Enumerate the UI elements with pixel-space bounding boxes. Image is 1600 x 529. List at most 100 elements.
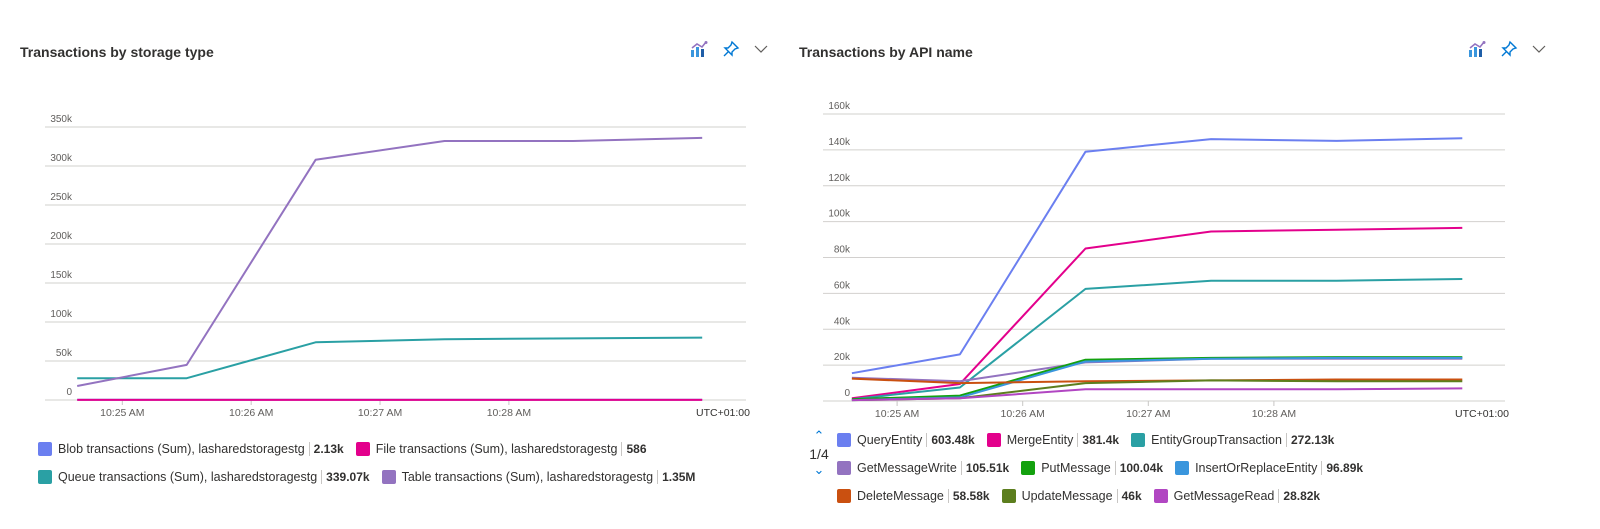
- y-tick-label: 300k: [50, 153, 73, 164]
- legend-label: QueryEntity: [857, 433, 923, 447]
- y-tick-label: 0: [844, 388, 850, 399]
- y-tick-label: 40k: [834, 316, 851, 327]
- legend-swatch: [38, 470, 52, 484]
- pin-icon[interactable]: [1500, 40, 1518, 58]
- legend-swatch: [381, 470, 396, 484]
- y-tick-label: 20k: [834, 352, 851, 363]
- series-line-mergeentity: [851, 226, 1463, 400]
- timezone-label: UTC+01:00: [696, 407, 750, 419]
- legend-pager: ⌃ 1/4 ⌄: [807, 428, 831, 480]
- legend-row: Blob transactions (Sum), lasharedstorage…: [38, 435, 707, 463]
- chart-legend: Blob transactions (Sum), lasharedstorage…: [38, 435, 707, 491]
- series-line-queue-transactions-sum-lasharedstoragestg: [77, 336, 703, 380]
- x-tick-label: 10:27 AM: [358, 407, 402, 419]
- legend-row: QueryEntity 603.48k MergeEntity 381.4k Entit…: [837, 426, 1375, 454]
- legend-swatch: [38, 442, 52, 456]
- legend-row: Queue transactions (Sum), lasharedstorag…: [38, 463, 707, 491]
- legend-page-up-button[interactable]: ⌃: [813, 428, 825, 443]
- legend-item[interactable]: InsertOrReplaceEntity 96.89k: [1175, 461, 1363, 475]
- legend-label: GetMessageRead: [1173, 489, 1275, 503]
- legend-value: 28.82k: [1278, 489, 1320, 503]
- series-line-entitygrouptransaction: [851, 278, 1463, 401]
- legend-item[interactable]: PutMessage 100.04k: [1021, 461, 1163, 475]
- y-tick-label: 140k: [828, 137, 851, 148]
- x-tick-label: 10:26 AM: [229, 407, 273, 419]
- chevron-down-icon[interactable]: [754, 44, 768, 54]
- x-tick-label: 10:28 AM: [487, 407, 531, 419]
- panel-title: Transactions by storage type: [20, 44, 214, 60]
- panel-toolbar: [1468, 40, 1546, 58]
- legend-label: DeleteMessage: [857, 489, 944, 503]
- legend-item[interactable]: GetMessageRead 28.82k: [1153, 489, 1320, 503]
- legend-item[interactable]: Table transactions (Sum), lasharedstorag…: [381, 470, 695, 484]
- legend-swatch: [1175, 461, 1190, 475]
- x-tick-label: 10:27 AM: [1126, 408, 1170, 420]
- legend-row: GetMessageWrite 105.51k PutMessage 100.04k I…: [837, 454, 1375, 482]
- legend-swatch: [1153, 489, 1168, 503]
- legend-item[interactable]: EntityGroupTransaction 272.13k: [1131, 433, 1334, 447]
- legend-label: Table transactions (Sum), lasharedstorag…: [401, 470, 654, 484]
- legend-page-down-button[interactable]: ⌄: [813, 462, 825, 477]
- legend-item[interactable]: Blob transactions (Sum), lasharedstorage…: [38, 442, 344, 456]
- y-tick-label: 50k: [56, 348, 73, 359]
- y-tick-label: 350k: [50, 114, 73, 125]
- x-tick-label: 10:26 AM: [1001, 408, 1045, 420]
- legend-item[interactable]: MergeEntity 381.4k: [986, 433, 1119, 447]
- api-name-panel: Transactions by API name QueryEntity 603.…: [780, 0, 1600, 529]
- y-tick-label: 60k: [834, 280, 851, 291]
- chart-legend: QueryEntity 603.48k MergeEntity 381.4k Entit…: [837, 426, 1375, 510]
- legend-label: MergeEntity: [1006, 433, 1074, 447]
- y-tick-label: 100k: [828, 209, 851, 220]
- metrics-chart-icon[interactable]: [1468, 41, 1486, 57]
- x-tick-label: 10:28 AM: [1252, 408, 1296, 420]
- storage-type-panel: Transactions by storage type Blob transa…: [0, 0, 780, 529]
- chevron-down-icon[interactable]: [1532, 44, 1546, 54]
- legend-item[interactable]: File transactions (Sum), lasharedstorage…: [355, 442, 647, 456]
- legend-swatch: [1001, 489, 1016, 503]
- legend-label: File transactions (Sum), lasharedstorage…: [375, 442, 618, 456]
- series-line-putmessage: [851, 356, 1463, 401]
- legend-label: Blob transactions (Sum), lasharedstorage…: [58, 442, 305, 456]
- panel-title: Transactions by API name: [799, 44, 973, 60]
- legend-item[interactable]: Queue transactions (Sum), lasharedstorag…: [38, 470, 370, 484]
- legend-swatch: [986, 433, 1001, 447]
- series-line-getmessagewrite: [851, 357, 1463, 383]
- series-line-queryentity: [851, 137, 1463, 375]
- x-tick-label: 10:25 AM: [100, 407, 144, 419]
- legend-item[interactable]: QueryEntity 603.48k: [837, 433, 975, 447]
- series-line-table-transactions-sum-lasharedstoragestg: [77, 136, 703, 387]
- legend-swatch: [355, 442, 370, 456]
- legend-value: 272.13k: [1285, 433, 1334, 447]
- y-tick-label: 200k: [50, 231, 73, 242]
- y-tick-label: 160k: [828, 101, 851, 112]
- legend-swatch: [837, 433, 851, 447]
- legend-value: 2.13k: [308, 442, 344, 456]
- pin-icon[interactable]: [722, 40, 740, 58]
- legend-value: 46k: [1116, 489, 1142, 503]
- legend-swatch: [837, 489, 851, 503]
- legend-label: Queue transactions (Sum), lasharedstorag…: [58, 470, 318, 484]
- y-tick-label: 100k: [50, 309, 73, 320]
- legend-value: 1.35M: [657, 470, 695, 484]
- legend-label: InsertOrReplaceEntity: [1195, 461, 1318, 475]
- legend-page-indicator: 1/4: [809, 446, 829, 462]
- legend-value: 105.51k: [960, 461, 1009, 475]
- legend-label: GetMessageWrite: [857, 461, 957, 475]
- y-tick-label: 150k: [50, 270, 73, 281]
- legend-item[interactable]: GetMessageWrite 105.51k: [837, 461, 1009, 475]
- legend-value: 96.89k: [1321, 461, 1363, 475]
- legend-value: 603.48k: [926, 433, 975, 447]
- metrics-chart-icon[interactable]: [690, 41, 708, 57]
- panel-toolbar: [690, 40, 768, 58]
- legend-item[interactable]: UpdateMessage 46k: [1001, 489, 1142, 503]
- legend-value: 586: [621, 442, 647, 456]
- legend-label: EntityGroupTransaction: [1151, 433, 1282, 447]
- series-line-getmessageread: [851, 387, 1463, 402]
- legend-item[interactable]: DeleteMessage 58.58k: [837, 489, 990, 503]
- x-tick-label: 10:25 AM: [875, 408, 919, 420]
- timezone-label: UTC+01:00: [1455, 408, 1509, 420]
- legend-value: 339.07k: [321, 470, 370, 484]
- y-tick-label: 250k: [50, 192, 73, 203]
- legend-swatch: [837, 461, 851, 475]
- legend-label: UpdateMessage: [1021, 489, 1113, 503]
